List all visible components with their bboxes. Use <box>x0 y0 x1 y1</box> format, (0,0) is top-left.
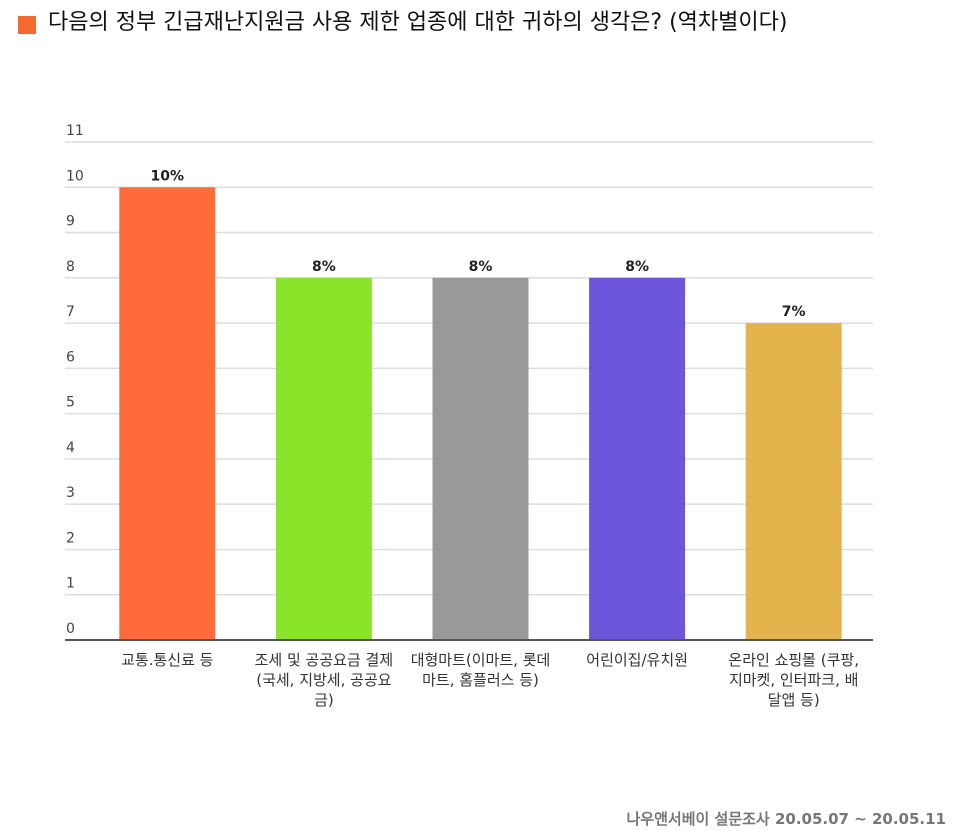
bar <box>119 187 216 641</box>
x-tick-label: 교통.통신료 등 <box>121 651 214 669</box>
y-tick-label: 7 <box>66 304 75 320</box>
y-tick-label: 5 <box>66 395 75 411</box>
y-tick-label: 10 <box>66 168 84 184</box>
y-tick-label: 6 <box>66 349 75 365</box>
value-label: 10% <box>151 168 185 184</box>
bar <box>432 277 529 640</box>
value-label: 8% <box>625 259 649 275</box>
bar <box>589 277 686 640</box>
y-tick-label: 2 <box>66 530 75 546</box>
chart-title: 다음의 정부 긴급재난지원금 사용 제한 업종에 대한 귀하의 생각은? (역차… <box>48 10 788 35</box>
y-tick-label: 1 <box>66 576 75 592</box>
value-label: 8% <box>469 259 493 275</box>
x-tick-label: 조세 및 공공요금 결제(국세, 지방세, 공공요금) <box>254 651 394 709</box>
y-tick-label: 11 <box>66 123 84 139</box>
value-label: 7% <box>782 304 806 320</box>
bar <box>275 277 372 640</box>
y-tick-label: 4 <box>66 440 75 456</box>
x-tick-label: 어린이집/유치원 <box>586 651 688 669</box>
y-tick-label: 0 <box>66 621 75 637</box>
x-tick-label: 대형마트(이마트, 롯데마트, 홈플러스 등) <box>410 651 551 689</box>
value-label: 8% <box>312 259 336 275</box>
y-tick-label: 9 <box>66 214 75 230</box>
x-tick-label: 온라인 쇼핑몰 (쿠팡, 지마켓, 인터파크, 배달앱 등) <box>728 651 859 709</box>
bar <box>745 323 842 640</box>
y-tick-label: 8 <box>66 259 75 275</box>
y-tick-label: 3 <box>66 485 75 501</box>
source-note: 나우앤서베이 설문조사 20.05.07 ~ 20.05.11 <box>626 810 947 828</box>
legend-marker <box>18 16 36 34</box>
